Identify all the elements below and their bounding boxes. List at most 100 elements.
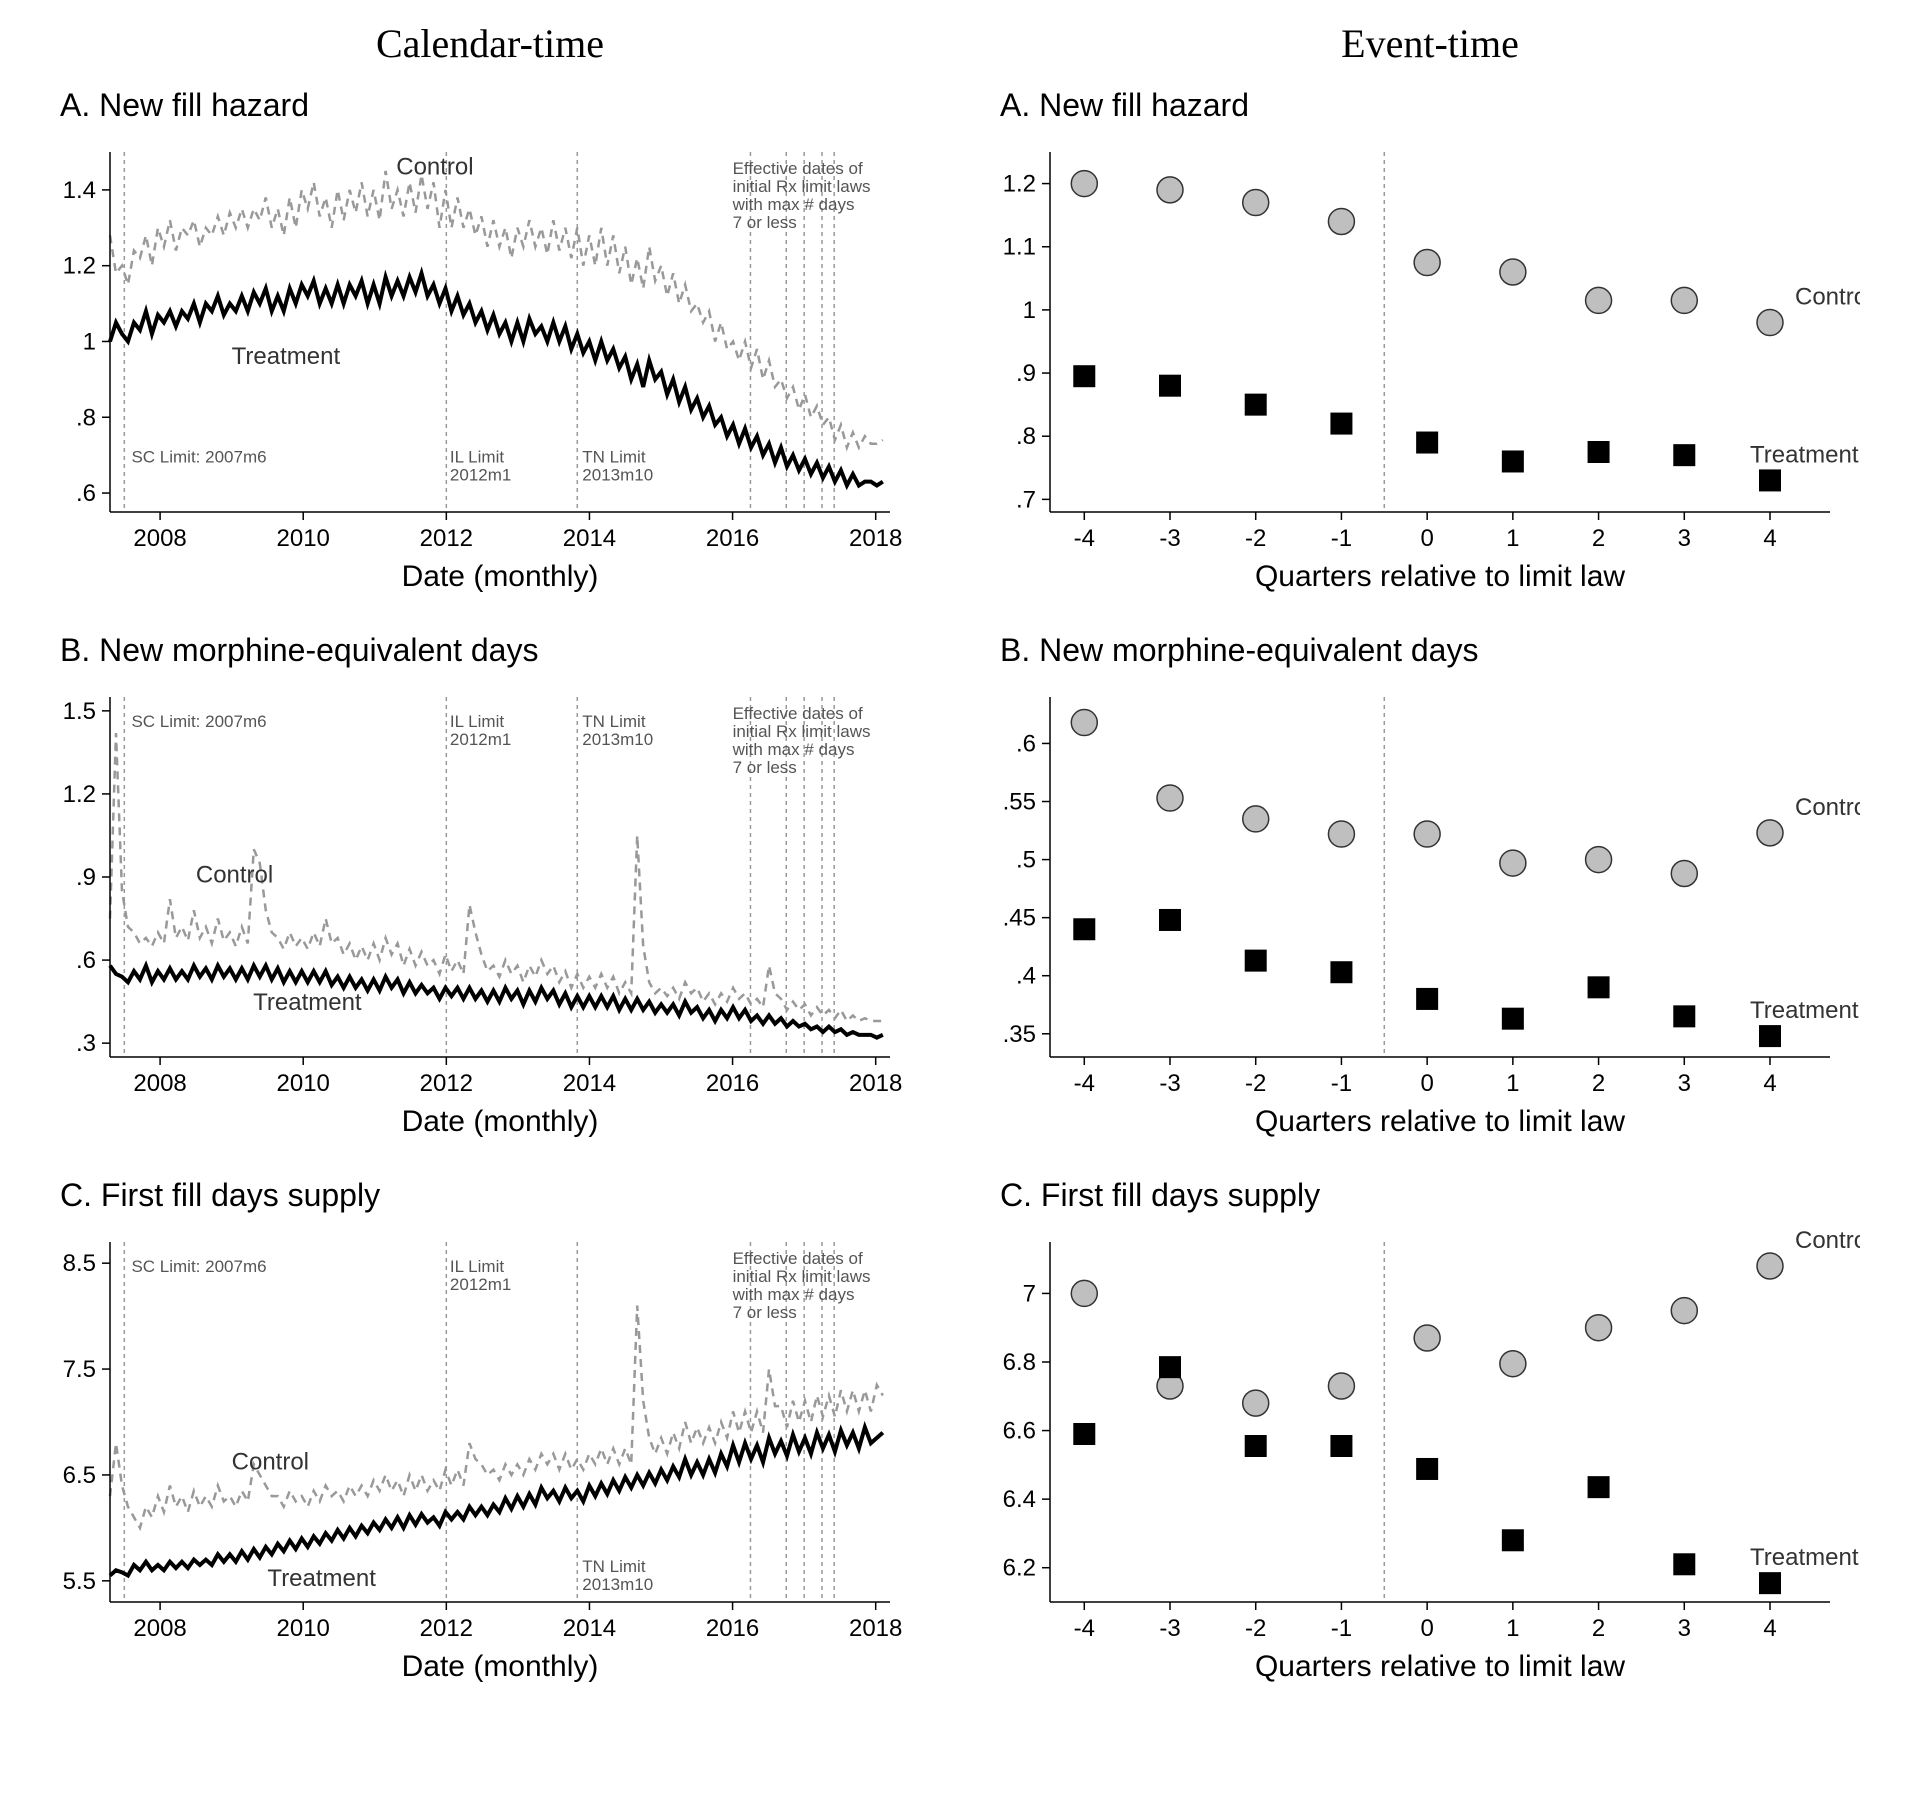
svg-text:-1: -1: [1331, 525, 1352, 552]
svg-text:3: 3: [1678, 525, 1691, 552]
svg-text:2012: 2012: [420, 1070, 473, 1097]
control-marker: [1671, 861, 1697, 887]
svg-text:2012m1: 2012m1: [450, 466, 511, 485]
svg-text:1.5: 1.5: [63, 698, 96, 725]
control-marker: [1414, 250, 1440, 276]
treatment-line: [110, 1427, 883, 1575]
svg-text:.3: .3: [76, 1030, 96, 1057]
control-marker: [1757, 1253, 1783, 1279]
svg-text:7 or less: 7 or less: [733, 758, 797, 777]
svg-text:2013m10: 2013m10: [582, 730, 653, 749]
svg-text:initial Rx limit laws: initial Rx limit laws: [733, 177, 871, 196]
treatment-marker: [1330, 1435, 1352, 1457]
control-marker: [1586, 1315, 1612, 1341]
svg-text:3: 3: [1678, 1615, 1691, 1642]
svg-text:TN Limit: TN Limit: [582, 1557, 646, 1576]
panel-B-left: B. New morphine-equivalent days.3.6.91.2…: [20, 632, 960, 1147]
treatment-marker: [1673, 444, 1695, 466]
svg-text:Control: Control: [1795, 1227, 1860, 1254]
treatment-marker: [1073, 918, 1095, 940]
svg-text:.9: .9: [1016, 360, 1036, 387]
svg-text:Control: Control: [1795, 284, 1860, 311]
svg-text:2014: 2014: [563, 1615, 616, 1642]
svg-text:1: 1: [1506, 1070, 1519, 1097]
svg-text:Control: Control: [396, 154, 473, 181]
svg-text:Quarters relative to limit law: Quarters relative to limit law: [1255, 1650, 1625, 1683]
svg-text:1.2: 1.2: [63, 253, 96, 280]
svg-text:5.5: 5.5: [63, 1568, 96, 1595]
svg-text:-3: -3: [1159, 1615, 1180, 1642]
treatment-marker: [1502, 1008, 1524, 1030]
svg-text:.8: .8: [76, 404, 96, 431]
svg-text:2010: 2010: [277, 1615, 330, 1642]
svg-text:2010: 2010: [277, 525, 330, 552]
treatment-marker: [1159, 909, 1181, 931]
row-B: B. New morphine-equivalent days.3.6.91.2…: [20, 632, 1900, 1147]
svg-text:.6: .6: [76, 480, 96, 507]
svg-text:-2: -2: [1245, 1615, 1266, 1642]
treatment-marker: [1673, 1553, 1695, 1575]
svg-text:6.8: 6.8: [1003, 1349, 1036, 1376]
svg-text:SC Limit: 2007m6: SC Limit: 2007m6: [131, 448, 266, 467]
treatment-marker: [1588, 976, 1610, 998]
control-marker: [1157, 177, 1183, 203]
svg-text:2012m1: 2012m1: [450, 1275, 511, 1294]
svg-text:-3: -3: [1159, 525, 1180, 552]
svg-text:1.2: 1.2: [63, 781, 96, 808]
svg-text:initial Rx limit laws: initial Rx limit laws: [733, 1267, 871, 1286]
svg-text:IL Limit: IL Limit: [450, 712, 504, 731]
svg-text:2014: 2014: [563, 525, 616, 552]
svg-text:Date (monthly): Date (monthly): [402, 1105, 599, 1138]
control-marker: [1071, 1280, 1097, 1306]
svg-text:2018: 2018: [849, 1070, 902, 1097]
svg-text:SC Limit: 2007m6: SC Limit: 2007m6: [131, 712, 266, 731]
control-marker: [1328, 821, 1354, 847]
panel-title: A. New fill hazard: [1000, 87, 1900, 124]
svg-text:2: 2: [1592, 525, 1605, 552]
svg-text:Treatment: Treatment: [1750, 441, 1859, 468]
svg-text:1.1: 1.1: [1003, 234, 1036, 261]
svg-text:2010: 2010: [277, 1070, 330, 1097]
control-marker: [1586, 847, 1612, 873]
svg-text:1: 1: [1506, 525, 1519, 552]
svg-text:2013m10: 2013m10: [582, 1575, 653, 1594]
treatment-marker: [1330, 961, 1352, 983]
control-marker: [1414, 821, 1440, 847]
svg-text:initial Rx limit laws: initial Rx limit laws: [733, 722, 871, 741]
treatment-marker: [1330, 413, 1352, 435]
treatment-marker: [1759, 1025, 1781, 1047]
svg-text:7.5: 7.5: [63, 1356, 96, 1383]
panel-title: A. New fill hazard: [60, 87, 960, 124]
row-C: C. First fill days supply5.56.57.58.5200…: [20, 1177, 1900, 1692]
column-headers: Calendar-time Event-time: [20, 20, 1900, 67]
svg-text:2: 2: [1592, 1615, 1605, 1642]
treatment-marker: [1416, 988, 1438, 1010]
treatment-marker: [1588, 441, 1610, 463]
B_right-svg: .35.4.45.5.55.6-4-3-2-101234Quarters rel…: [960, 677, 1860, 1147]
treatment-marker: [1073, 1423, 1095, 1445]
treatment-marker: [1759, 1572, 1781, 1594]
svg-text:with max # days: with max # days: [732, 740, 855, 759]
panel-C-right: C. First fill days supply6.26.46.66.87-4…: [960, 1177, 1900, 1692]
control-marker: [1157, 785, 1183, 811]
A_right-svg: .7.8.911.11.2-4-3-2-101234Quarters relat…: [960, 132, 1860, 602]
treatment-marker: [1759, 469, 1781, 491]
svg-text:2008: 2008: [133, 1070, 186, 1097]
svg-text:Control: Control: [196, 862, 273, 889]
svg-text:2: 2: [1592, 1070, 1605, 1097]
svg-text:IL Limit: IL Limit: [450, 1257, 504, 1276]
svg-text:4: 4: [1763, 1070, 1776, 1097]
A_left-svg: .6.811.21.4200820102012201420162018Date …: [20, 132, 920, 602]
panel-title: B. New morphine-equivalent days: [60, 632, 960, 669]
svg-text:2014: 2014: [563, 1070, 616, 1097]
svg-text:Treatment: Treatment: [1750, 1544, 1859, 1571]
svg-text:Date (monthly): Date (monthly): [402, 1650, 599, 1683]
panel-B-right: B. New morphine-equivalent days.35.4.45.…: [960, 632, 1900, 1147]
svg-text:.6: .6: [1016, 730, 1036, 757]
B_left-svg: .3.6.91.21.5200820102012201420162018Date…: [20, 677, 920, 1147]
svg-text:7 or less: 7 or less: [733, 213, 797, 232]
svg-text:IL Limit: IL Limit: [450, 448, 504, 467]
control-marker: [1671, 287, 1697, 313]
svg-text:TN Limit: TN Limit: [582, 448, 646, 467]
svg-text:7: 7: [1023, 1280, 1036, 1307]
